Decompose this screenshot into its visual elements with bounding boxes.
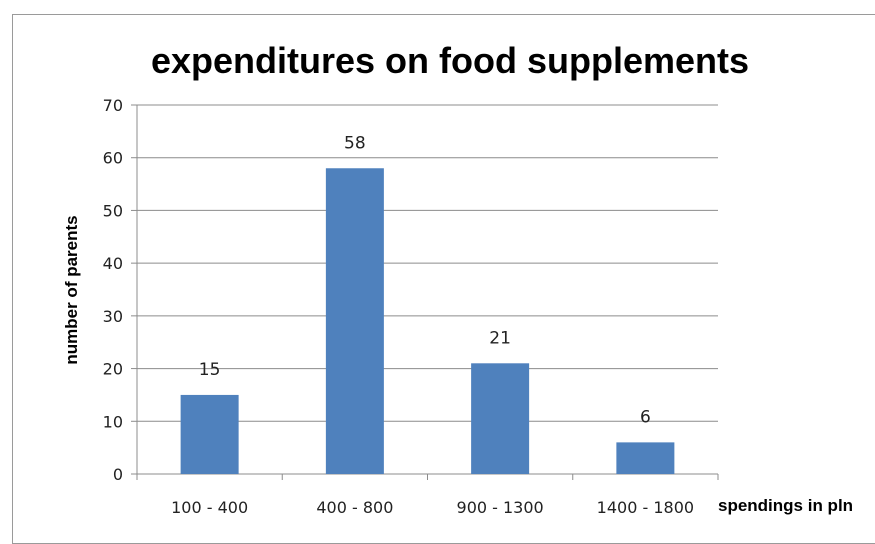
data-label: 58 — [344, 133, 366, 153]
x-tick-label: 1400 - 1800 — [597, 498, 694, 517]
bar — [471, 363, 530, 474]
bar-chart: 0 10 20 30 40 50 60 70 15 100 - 400 58 400 - 800 21 9… — [103, 96, 719, 517]
y-tick-label: 40 — [103, 254, 123, 273]
data-label: 15 — [199, 360, 221, 380]
y-tick-label: 30 — [103, 307, 123, 326]
chart-title: expenditures on food supplements — [150, 40, 750, 81]
bar — [180, 394, 239, 474]
x-axis-label: spendings in pln — [718, 496, 854, 515]
x-tick-label: 100 - 400 — [171, 498, 248, 517]
x-tick-label: 900 - 1300 — [457, 498, 544, 517]
bar — [616, 442, 675, 474]
data-label: 21 — [489, 328, 511, 348]
x-tick-label: 400 - 800 — [316, 498, 393, 517]
y-tick-label: 0 — [113, 465, 123, 484]
bar — [325, 168, 384, 474]
y-tick-label: 50 — [103, 201, 123, 220]
y-tick-label: 20 — [103, 360, 123, 379]
y-tick-label: 60 — [103, 149, 123, 168]
y-tick-label: 70 — [103, 96, 123, 115]
y-tick-label: 10 — [103, 412, 123, 431]
data-label: 6 — [640, 407, 651, 427]
